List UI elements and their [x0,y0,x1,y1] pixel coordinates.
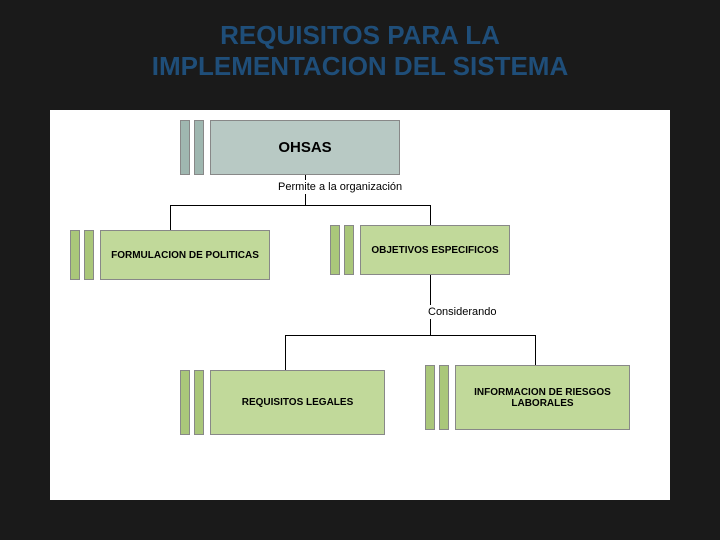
node-box-objetivos: OBJETIVOS ESPECIFICOS [360,225,510,275]
node-politicas: FORMULACION DE POLITICAS [70,230,280,280]
node-box-ohsas: OHSAS [210,120,400,175]
connector-line [285,335,536,336]
page-title: REQUISITOS PARA LA IMPLEMENTACION DEL SI… [0,0,720,82]
node-objetivos: OBJETIVOS ESPECIFICOS [330,225,520,275]
node-requisitos: REQUISITOS LEGALES [180,370,395,435]
node-riesgos: INFORMACION DE RIESGOS LABORALES [425,365,640,430]
title-line1: REQUISITOS PARA LA [0,20,720,51]
connector-line [535,335,536,365]
connector-line [430,205,431,225]
node-box-riesgos: INFORMACION DE RIESGOS LABORALES [455,365,630,430]
node-box-requisitos: REQUISITOS LEGALES [210,370,385,435]
node-box-politicas: FORMULACION DE POLITICAS [100,230,270,280]
node-bars [330,225,354,275]
title-line2: IMPLEMENTACION DEL SISTEMA [0,51,720,82]
label-considerando: Considerando [425,305,500,319]
connector-line [170,205,431,206]
diagram-canvas: Permite a la organización Considerando O… [50,110,670,500]
node-bars [180,120,204,175]
label-permite: Permite a la organización [275,180,405,194]
node-bars [70,230,94,280]
node-ohsas: OHSAS [180,120,410,175]
connector-line [170,205,171,230]
node-bars [425,365,449,430]
connector-line [285,335,286,370]
node-bars [180,370,204,435]
